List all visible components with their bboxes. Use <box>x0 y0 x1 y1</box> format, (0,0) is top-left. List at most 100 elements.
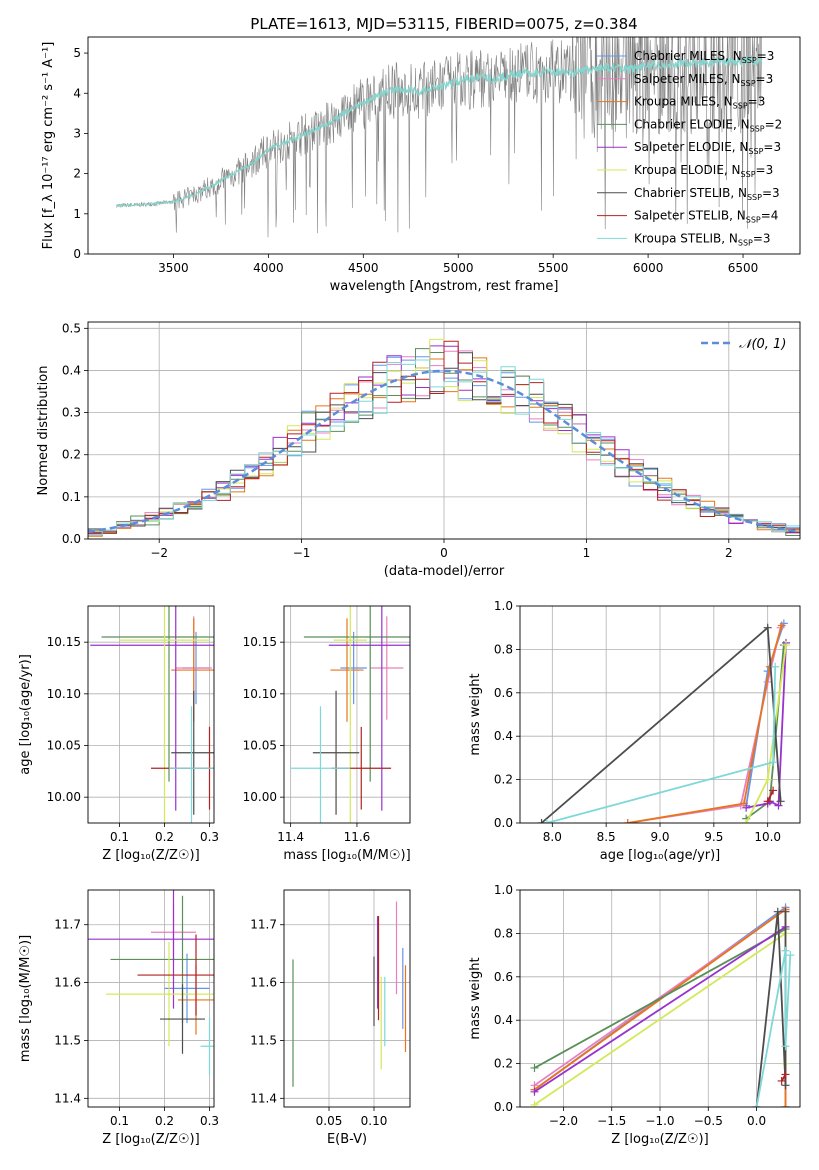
spectrum-legend: Chabrier MILES, NSSP=3 Salpeter MILES, NS… <box>597 49 782 247</box>
age-vs-metallicity-panel: 0.1 0.2 0.3 10.00 10.05 10.10 10.15 Z [log₁₀(Z/… <box>18 605 219 863</box>
residual-histogram <box>88 359 800 535</box>
spectrum-panel: 3500 4000 4500 5000 5500 6000 6500 0 1 2 3 4 5 wavele… <box>41 36 801 294</box>
mass-weight-marker <box>773 907 782 916</box>
x-tick-label: −1 <box>293 546 311 560</box>
y-tick-label: 3 <box>73 126 81 140</box>
mass-weight-marker <box>781 1042 790 1051</box>
y-tick-label: 11.6 <box>54 976 81 990</box>
y-tick-label: 1 <box>73 207 81 221</box>
y-axis-label: mass [log₁₀(M/M☉)] <box>18 935 33 1062</box>
normal-curve <box>88 369 800 533</box>
y-tick-label: 0.3 <box>62 406 81 420</box>
y-tick-label: 10.15 <box>47 635 81 649</box>
legend-entry: 𝒩(0, 1) <box>739 337 786 352</box>
mass-weight-line <box>534 928 786 1069</box>
legend-entry: Salpeter STELIB, NSSP=4 <box>634 209 778 225</box>
x-tick-label: 0 <box>440 546 448 560</box>
y-tick-label: 11.6 <box>250 976 277 990</box>
x-tick-label: 5000 <box>443 261 474 275</box>
mass-weight-marker <box>781 1070 790 1079</box>
x-tick-label: 4500 <box>348 261 379 275</box>
y-tick-label: 1.0 <box>494 883 513 897</box>
mass-weight-marker <box>781 907 790 916</box>
model-spectrum-kroupa-stelib <box>116 54 763 208</box>
mass-weight-marker <box>623 819 632 823</box>
y-tick-label: 10.15 <box>243 635 277 649</box>
x-axis-label: Z [log₁₀(Z/Z☉)] <box>611 1132 708 1147</box>
y-tick-label: 0 <box>73 247 81 261</box>
axes-frame <box>283 605 411 824</box>
x-tick-label: 0.3 <box>200 830 219 844</box>
x-tick-label: −1.0 <box>645 1114 674 1128</box>
x-tick-label: 0.1 <box>110 830 129 844</box>
x-tick-label: 0.2 <box>155 1114 174 1128</box>
y-axis-label: age [log₁₀(age/yr)] <box>18 654 33 775</box>
mass-weight-marker <box>537 819 546 823</box>
y-tick-label: 0.6 <box>494 686 513 700</box>
mass-weight-line <box>755 950 792 1107</box>
y-tick-label: 0.1 <box>62 490 81 504</box>
mass-weight-vs-age-panel: 8.0 8.5 9.0 9.5 10.0 0.0 0.2 0.4 0.6 0.8 1.0 age [l… <box>468 599 801 863</box>
y-tick-label: 10.05 <box>47 739 81 753</box>
legend-entry: Kroupa STELIB, NSSP=3 <box>634 231 771 247</box>
mass-vs-extinction-panel: 0.05 0.10 11.4 11.5 11.6 11.7 E(B-V) <box>250 889 411 1147</box>
mass-weight-line <box>766 790 774 802</box>
mass-weight-line <box>540 625 782 823</box>
x-tick-label: 9.0 <box>650 830 669 844</box>
x-tick-label: 8.0 <box>543 830 562 844</box>
mass-weight-marker <box>769 786 778 795</box>
plot-area <box>530 903 795 1107</box>
mass-weight-marker <box>781 946 790 955</box>
legend-entry: Chabrier STELIB, NSSP=3 <box>634 186 780 202</box>
mass-weight-line <box>627 625 783 823</box>
mass-weight-marker <box>776 797 785 806</box>
figure-title: PLATE=1613, MJD=53115, FIBERID=0075, z=0… <box>250 15 637 33</box>
x-axis-label: age [log₁₀(age/yr)] <box>600 848 721 863</box>
y-axis-label: mass weight <box>468 957 483 1039</box>
legend-entry: Chabrier ELODIE, NSSP=2 <box>634 117 782 133</box>
mass-weight-marker <box>763 797 772 806</box>
mass-weight-marker <box>781 1103 790 1107</box>
legend-entry: Salpeter MILES, NSSP=3 <box>634 72 773 88</box>
x-tick-label: 11.4 <box>277 830 304 844</box>
axes-frame <box>519 889 801 1108</box>
plot-area <box>290 606 410 823</box>
plot-area <box>88 338 800 537</box>
mass-weight-marker <box>530 1063 539 1072</box>
y-tick-label: 10.00 <box>47 790 81 804</box>
y-tick-label: 0.0 <box>494 816 513 830</box>
y-tick-label: 11.7 <box>54 918 81 932</box>
mass-weight-marker <box>781 1081 790 1090</box>
axes-frame <box>87 889 215 1108</box>
plot-area <box>116 37 763 238</box>
mass-weight-marker <box>752 1103 761 1107</box>
x-tick-label: 4000 <box>253 261 284 275</box>
y-tick-label: 0.2 <box>62 448 81 462</box>
plot-area <box>90 606 214 823</box>
y-tick-label: 0.0 <box>62 532 81 546</box>
legend-entry: Chabrier MILES, NSSP=3 <box>634 49 774 65</box>
mass-weight-marker <box>774 801 783 810</box>
y-tick-label: 10.10 <box>243 687 277 701</box>
y-tick-label: 0.5 <box>62 321 81 335</box>
x-tick-label: 5500 <box>538 261 569 275</box>
mass-weight-marker <box>786 951 795 960</box>
x-tick-label: 11.6 <box>344 830 371 844</box>
mass-weight-line <box>780 1074 787 1082</box>
x-tick-label: 0.1 <box>110 1114 129 1128</box>
mass-weight-marker <box>763 623 772 632</box>
mass-weight-marker <box>530 1087 539 1096</box>
y-tick-label: 1.0 <box>494 599 513 613</box>
y-tick-label: 0.4 <box>494 729 513 743</box>
y-tick-label: 11.5 <box>250 1033 277 1047</box>
y-tick-label: 2 <box>73 167 81 181</box>
y-tick-label: 11.7 <box>250 918 277 932</box>
observed-spectrum <box>116 37 762 238</box>
x-axis-label: mass [log₁₀(M/M☉)] <box>283 848 410 863</box>
plot-area <box>537 619 790 823</box>
y-tick-label: 0.0 <box>494 1100 513 1114</box>
y-tick-label: 0.2 <box>494 1057 513 1071</box>
x-tick-label: 8.5 <box>597 830 616 844</box>
mass-weight-marker <box>782 641 790 650</box>
mass-weight-marker <box>777 1076 786 1085</box>
